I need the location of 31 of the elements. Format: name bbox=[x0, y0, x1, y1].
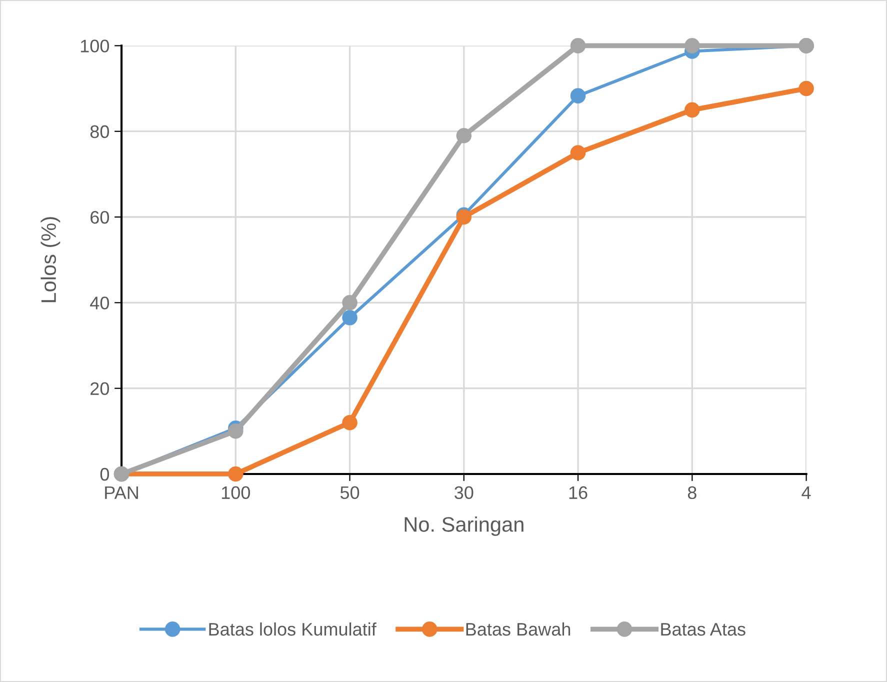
y-axis-title: Lolos (%) bbox=[40, 217, 60, 302]
point bbox=[570, 38, 586, 54]
x-tick-label: 16 bbox=[569, 486, 588, 500]
point bbox=[684, 38, 700, 54]
y-tick-label: 100 bbox=[80, 40, 110, 52]
x-tick-label: PAN bbox=[105, 486, 138, 499]
point bbox=[228, 424, 244, 439]
y-tick-label: 60 bbox=[90, 210, 110, 224]
y-tick-label: 20 bbox=[90, 382, 110, 396]
point bbox=[684, 102, 700, 118]
x-axis-title: No. Saringan bbox=[404, 516, 524, 536]
point bbox=[570, 145, 586, 160]
x-tick-label: 100 bbox=[222, 486, 250, 500]
point bbox=[342, 414, 358, 430]
point bbox=[798, 80, 814, 96]
y-tick-label: 0 bbox=[100, 468, 110, 481]
point bbox=[342, 310, 358, 326]
legend-label: Batas Atas bbox=[661, 623, 746, 636]
point bbox=[228, 466, 244, 482]
x-tick-label: 50 bbox=[340, 486, 360, 500]
point bbox=[456, 128, 472, 144]
y-tick-label: 80 bbox=[90, 125, 110, 138]
y-tick-label: 40 bbox=[90, 296, 110, 310]
point bbox=[570, 88, 586, 104]
legend-label: Batas Bawah bbox=[466, 622, 570, 636]
x-tick-label: 8 bbox=[688, 486, 696, 500]
point bbox=[342, 295, 358, 310]
legend-label: Batas lolos Kumulatif bbox=[209, 622, 376, 636]
x-tick-label: 4 bbox=[802, 486, 811, 499]
point bbox=[456, 209, 472, 225]
x-tick-label: 30 bbox=[454, 486, 474, 500]
